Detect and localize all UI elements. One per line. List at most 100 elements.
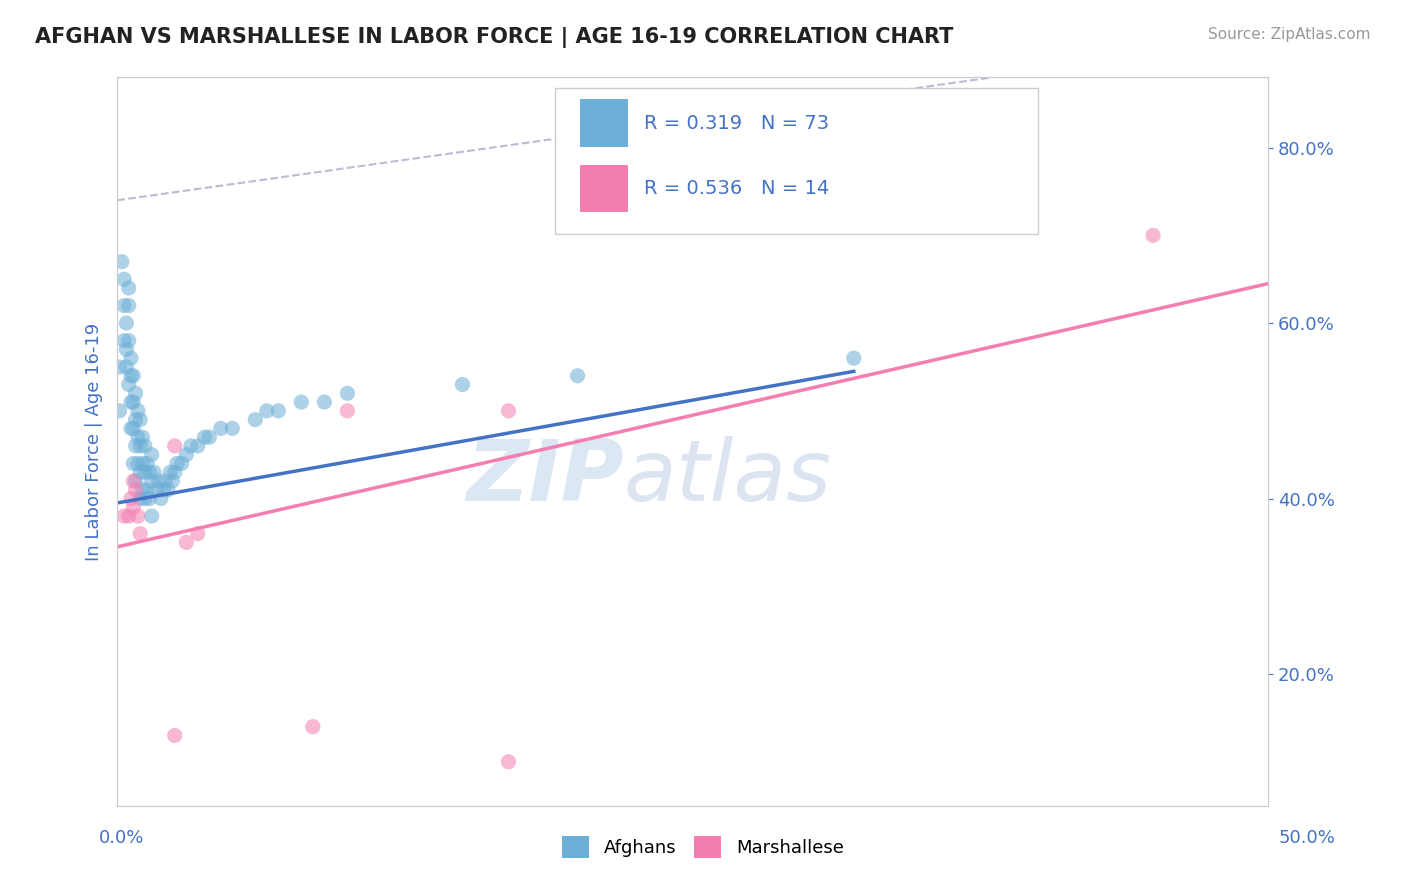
Point bbox=[498, 404, 520, 418]
Point bbox=[124, 439, 146, 453]
Point bbox=[120, 368, 142, 383]
Point bbox=[129, 465, 152, 479]
Point bbox=[180, 439, 202, 453]
Y-axis label: In Labor Force | Age 16-19: In Labor Force | Age 16-19 bbox=[86, 322, 103, 561]
Point bbox=[112, 299, 135, 313]
Text: Source: ZipAtlas.com: Source: ZipAtlas.com bbox=[1208, 27, 1371, 42]
Point bbox=[336, 404, 359, 418]
Point bbox=[115, 316, 138, 330]
Point bbox=[122, 500, 145, 515]
Point bbox=[143, 465, 166, 479]
Point bbox=[138, 465, 160, 479]
Point bbox=[118, 377, 141, 392]
Text: R = 0.536   N = 14: R = 0.536 N = 14 bbox=[644, 179, 830, 198]
Point bbox=[129, 439, 152, 453]
Point bbox=[108, 359, 131, 374]
Point bbox=[1142, 228, 1164, 243]
Point bbox=[124, 483, 146, 497]
Point bbox=[194, 430, 217, 444]
Point bbox=[122, 395, 145, 409]
Point bbox=[127, 430, 149, 444]
Point bbox=[129, 526, 152, 541]
Point bbox=[120, 395, 142, 409]
Point bbox=[129, 491, 152, 506]
Text: R = 0.319   N = 73: R = 0.319 N = 73 bbox=[644, 114, 830, 133]
Point bbox=[118, 334, 141, 348]
Point bbox=[124, 412, 146, 426]
Point bbox=[152, 483, 174, 497]
Point bbox=[134, 439, 156, 453]
Point bbox=[131, 430, 153, 444]
Point bbox=[302, 720, 325, 734]
Point bbox=[112, 509, 135, 524]
Legend: Afghans, Marshallese: Afghans, Marshallese bbox=[555, 829, 851, 865]
Point bbox=[127, 457, 149, 471]
Point bbox=[166, 457, 188, 471]
Text: AFGHAN VS MARSHALLESE IN LABOR FORCE | AGE 16-19 CORRELATION CHART: AFGHAN VS MARSHALLESE IN LABOR FORCE | A… bbox=[35, 27, 953, 48]
Text: ZIP: ZIP bbox=[465, 436, 624, 519]
Point bbox=[118, 281, 141, 295]
Point bbox=[120, 351, 142, 366]
Point bbox=[209, 421, 232, 435]
Point bbox=[134, 465, 156, 479]
Point bbox=[120, 421, 142, 435]
Point bbox=[127, 404, 149, 418]
Point bbox=[290, 395, 312, 409]
Point bbox=[174, 448, 197, 462]
Point bbox=[115, 343, 138, 357]
Point bbox=[256, 404, 278, 418]
Point bbox=[136, 483, 159, 497]
Point bbox=[163, 728, 186, 742]
Point bbox=[112, 272, 135, 286]
Point bbox=[149, 491, 172, 506]
Point bbox=[124, 386, 146, 401]
Point bbox=[122, 457, 145, 471]
Point bbox=[141, 448, 163, 462]
Point bbox=[187, 439, 209, 453]
Point bbox=[498, 755, 520, 769]
Point bbox=[155, 474, 177, 488]
Point bbox=[163, 465, 186, 479]
Text: 0.0%: 0.0% bbox=[98, 829, 143, 847]
Point bbox=[174, 535, 197, 549]
Point bbox=[148, 474, 170, 488]
Point bbox=[159, 465, 181, 479]
Point bbox=[120, 491, 142, 506]
Point bbox=[221, 421, 243, 435]
Text: 50.0%: 50.0% bbox=[1279, 829, 1336, 847]
Point bbox=[567, 368, 589, 383]
Point bbox=[336, 386, 359, 401]
Point bbox=[156, 483, 179, 497]
Point bbox=[145, 483, 167, 497]
Point bbox=[122, 368, 145, 383]
Point bbox=[127, 509, 149, 524]
Point bbox=[129, 412, 152, 426]
Point bbox=[314, 395, 336, 409]
Point bbox=[187, 526, 209, 541]
Text: atlas: atlas bbox=[624, 436, 831, 519]
Point bbox=[138, 491, 160, 506]
Point bbox=[842, 351, 865, 366]
Point bbox=[245, 412, 267, 426]
Point bbox=[122, 474, 145, 488]
FancyBboxPatch shape bbox=[554, 88, 1038, 234]
Point bbox=[112, 334, 135, 348]
Point bbox=[267, 404, 290, 418]
Point bbox=[111, 254, 134, 268]
Point bbox=[141, 474, 163, 488]
Point bbox=[136, 457, 159, 471]
Point bbox=[115, 359, 138, 374]
Point bbox=[170, 457, 193, 471]
Point bbox=[124, 474, 146, 488]
Point bbox=[141, 509, 163, 524]
FancyBboxPatch shape bbox=[579, 99, 628, 146]
Point bbox=[198, 430, 221, 444]
Point bbox=[108, 404, 131, 418]
Point bbox=[134, 491, 156, 506]
Point bbox=[122, 421, 145, 435]
Point bbox=[131, 457, 153, 471]
Point bbox=[131, 483, 153, 497]
Point bbox=[162, 474, 184, 488]
Point bbox=[118, 299, 141, 313]
Point bbox=[118, 509, 141, 524]
